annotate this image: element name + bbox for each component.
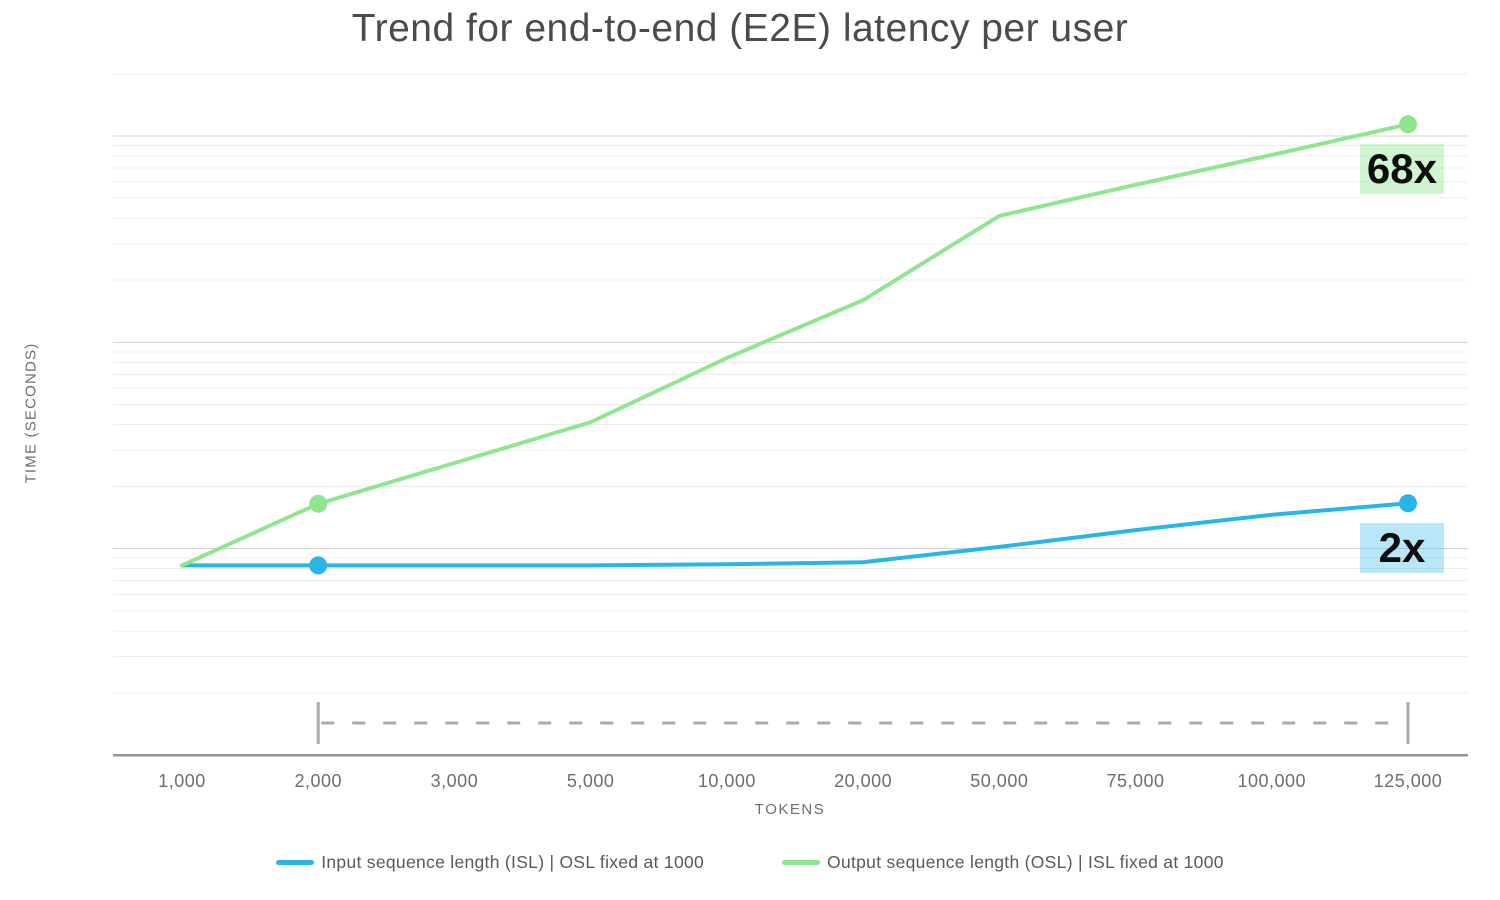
series-line-osl bbox=[180, 122, 1410, 568]
x-tick-label: 75,000 bbox=[1106, 771, 1165, 791]
legend-label-osl: Output sequence length (OSL) | ISL fixed… bbox=[827, 852, 1224, 872]
legend: Input sequence length (ISL) | OSL fixed … bbox=[0, 852, 1500, 873]
x-tick-label: 1,000 bbox=[158, 771, 206, 791]
data-point-marker-isl bbox=[1399, 494, 1417, 513]
x-tick-label: 5,000 bbox=[566, 771, 615, 791]
range-bracket bbox=[316, 702, 1410, 744]
x-axis-label: TOKENS bbox=[754, 801, 826, 818]
x-tick-label: 100,000 bbox=[1237, 771, 1307, 791]
series-line-isl bbox=[180, 501, 1410, 568]
data-point-marker-isl bbox=[309, 556, 328, 575]
x-tick-label: 10,000 bbox=[697, 771, 756, 791]
legend-swatch-isl bbox=[276, 860, 315, 865]
data-point-marker-osl bbox=[1399, 115, 1417, 134]
legend-label-isl: Input sequence length (ISL) | OSL fixed … bbox=[321, 852, 705, 872]
legend-item-osl: Output sequence length (OSL) | ISL fixed… bbox=[782, 852, 1224, 873]
chart-title: Trend for end-to-end (E2E) latency per u… bbox=[351, 7, 1129, 50]
x-tick-label: 20,000 bbox=[834, 771, 893, 791]
x-tick-label: 125,000 bbox=[1373, 771, 1443, 791]
osl-scaling-annotation: 68x bbox=[1359, 144, 1444, 195]
isl-scaling-annotation: 2x bbox=[1359, 523, 1444, 574]
legend-item-isl: Input sequence length (ISL) | OSL fixed … bbox=[276, 852, 704, 873]
x-tick-label: 50,000 bbox=[970, 771, 1029, 791]
data-point-marker-osl bbox=[309, 494, 328, 513]
x-axis-ticks: 1,000 2,000 3,000 5,000 10,000 20,000 50,000 75… bbox=[0, 771, 1500, 795]
legend-swatch-osl bbox=[782, 860, 821, 865]
x-tick-label: 3,000 bbox=[430, 771, 479, 791]
x-tick-label: 2,000 bbox=[294, 771, 342, 791]
